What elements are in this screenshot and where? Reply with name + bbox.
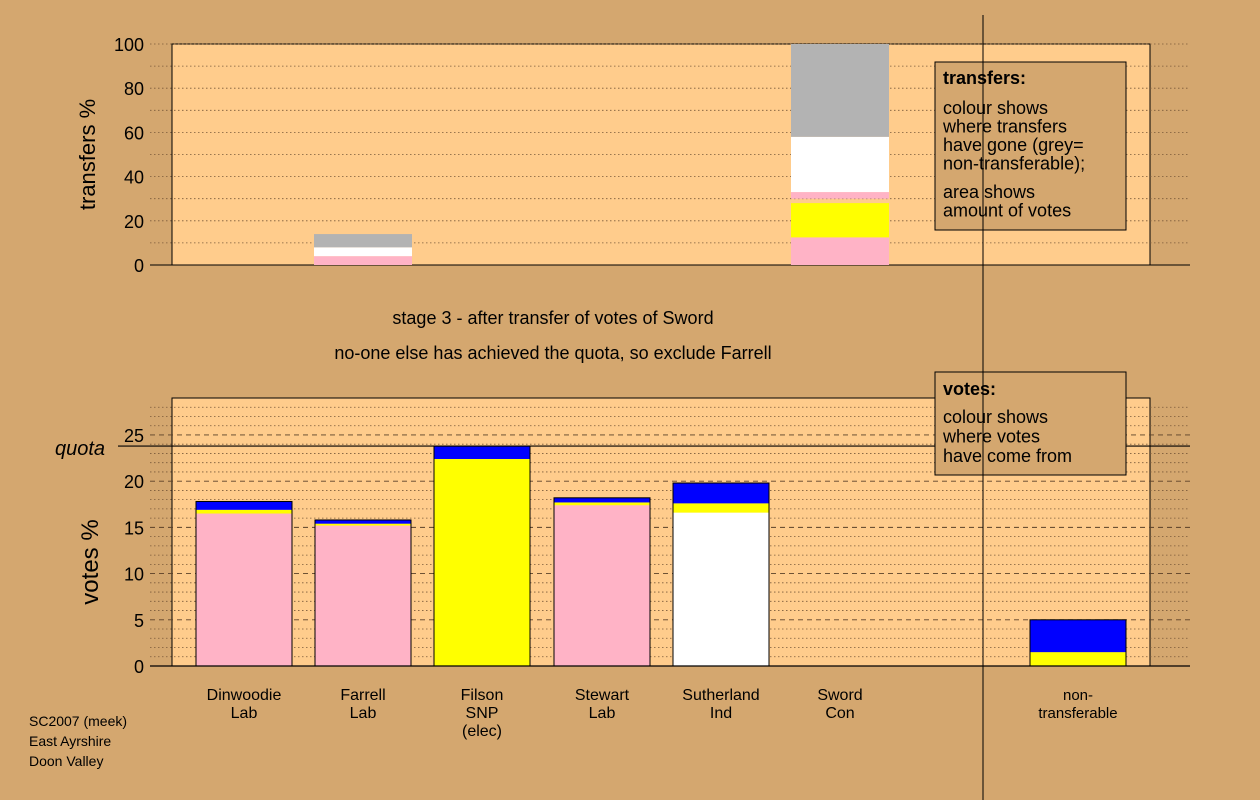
footer-line-1: SC2007 (meek) <box>29 713 127 729</box>
vote-segment <box>315 523 411 526</box>
y-tick-label: 40 <box>124 168 144 188</box>
y-tick-label: 0 <box>134 657 144 677</box>
vote-segment <box>554 497 650 503</box>
vote-segment <box>196 509 292 514</box>
y-tick-label: 20 <box>124 472 144 492</box>
vote-segment <box>554 502 650 506</box>
vote-segment <box>315 519 411 524</box>
transfer-segment <box>791 192 889 199</box>
transfer-segment <box>314 256 412 265</box>
category-label: Lab <box>350 705 377 722</box>
transfers-legend-text: have gone (grey= <box>943 135 1084 155</box>
votes-legend-box <box>934 371 1127 476</box>
transfer-segment <box>791 203 889 238</box>
y-tick-label: 10 <box>124 565 144 585</box>
votes-legend-text: have come from <box>943 446 1072 466</box>
category-label: Lab <box>589 705 616 722</box>
category-label: Sutherland <box>682 687 759 704</box>
y-tick-label: 0 <box>134 256 144 276</box>
vote-segment <box>673 503 769 513</box>
vote-segment <box>196 513 292 666</box>
y-axis-label: votes % <box>77 519 104 604</box>
vote-segment <box>673 483 769 504</box>
transfers-legend-title: transfers: <box>943 68 1026 88</box>
votes-legend-text: where votes <box>942 427 1040 447</box>
category-label: Stewart <box>575 687 630 704</box>
y-tick-label: 100 <box>114 35 144 55</box>
category-label: Ind <box>710 705 732 722</box>
transfers-legend-text: colour shows <box>943 98 1048 118</box>
votes-legend-title: votes: <box>943 379 996 399</box>
transfers-legend-box <box>934 61 1127 231</box>
quota-label: quota <box>55 438 105 460</box>
y-tick-label: 15 <box>124 518 144 538</box>
vote-segment <box>434 446 530 459</box>
category-label: SNP <box>466 705 499 722</box>
vote-segment <box>434 458 530 666</box>
vote-segment <box>196 501 292 510</box>
category-label: Farrell <box>340 687 385 704</box>
vote-segment <box>673 512 769 666</box>
y-tick-label: 5 <box>134 611 144 631</box>
category-label: non- <box>1063 687 1093 704</box>
transfers-legend-text: where transfers <box>942 117 1067 137</box>
category-label: Lab <box>231 705 258 722</box>
vote-segment <box>1030 652 1126 666</box>
category-label: transferable <box>1038 705 1117 722</box>
footer-line-2: East Ayrshire <box>29 733 111 749</box>
y-tick-label: 60 <box>124 123 144 143</box>
vote-segment <box>554 505 650 666</box>
transfers-legend-text: non-transferable); <box>943 154 1085 174</box>
vote-segment <box>1030 619 1126 653</box>
footer-line-3: Doon Valley <box>29 753 103 769</box>
stage-subtitle: no-one else has achieved the quota, so e… <box>334 343 771 363</box>
transfer-segment <box>791 44 889 137</box>
transfer-segment <box>791 136 889 193</box>
transfers-legend-text: amount of votes <box>943 201 1071 221</box>
stage-title: stage 3 - after transfer of votes of Swo… <box>392 308 713 328</box>
transfer-segment <box>314 234 412 248</box>
category-label: Dinwoodie <box>207 687 282 704</box>
transfer-segment <box>791 237 889 265</box>
y-tick-label: 20 <box>124 212 144 232</box>
y-axis-label: transfers % <box>75 99 100 210</box>
category-label: (elec) <box>462 723 502 740</box>
votes-legend-text: colour shows <box>943 407 1048 427</box>
category-label: Filson <box>461 687 504 704</box>
y-tick-label: 25 <box>124 426 144 446</box>
transfers-panel: 0 20 40 60 80 100 transfers % transfers: colour … <box>75 35 1190 276</box>
vote-segment <box>315 525 411 666</box>
transfers-legend-text: area shows <box>943 182 1035 202</box>
transfer-segment <box>314 247 412 257</box>
category-label: Sword <box>817 687 862 704</box>
y-tick-label: 80 <box>124 79 144 99</box>
category-label: Con <box>825 705 854 722</box>
